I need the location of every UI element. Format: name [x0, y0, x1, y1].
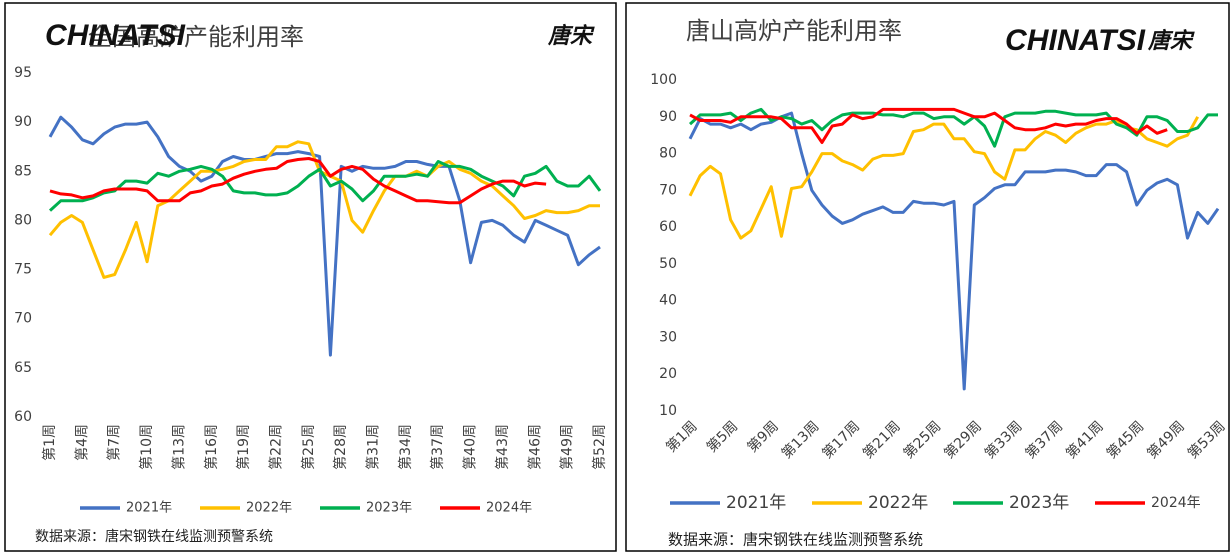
x-tick-label: 第28周 [332, 424, 349, 470]
series-line [689, 107, 1168, 144]
y-tick-label: 60 [659, 219, 677, 235]
logo: CHINATSI [45, 19, 186, 52]
x-tick-label: 第25周 [300, 424, 317, 470]
series-line [48, 140, 600, 279]
x-tick-label: 第22周 [267, 424, 284, 470]
x-tick-label: 第31周 [365, 424, 382, 470]
x-tick-label: 第37周 [429, 424, 446, 470]
series-line [48, 115, 601, 357]
source-note: 数据来源：唐宋钢铁在线监测预警系统 [35, 528, 273, 545]
chart-title: 全国高炉产能利用率 [88, 23, 304, 51]
x-tick-label: 第13周 [170, 424, 187, 470]
series-line [48, 160, 602, 212]
legend-label: 2021年 [126, 501, 172, 516]
legend-label: 2022年 [246, 501, 292, 516]
y-tick-label: 80 [659, 146, 677, 162]
y-tick-label: 30 [659, 329, 677, 345]
chart-title: 唐山高炉产能利用率 [686, 17, 902, 45]
x-tick-label: 第1周 [41, 424, 58, 461]
x-tick-label: 第4周 [73, 424, 90, 461]
y-tick-label: 90 [14, 114, 32, 130]
y-tick-label: 90 [659, 109, 677, 125]
x-tick-label: 第10周 [138, 424, 155, 470]
y-tick-label: 95 [14, 65, 32, 81]
x-tick-label: 第16周 [203, 424, 220, 470]
y-tick-label: 100 [650, 72, 677, 88]
y-tick-label: 40 [659, 293, 677, 309]
x-tick-label: 第34周 [397, 424, 414, 470]
legend-label: 2022年 [868, 493, 928, 513]
y-tick-label: 85 [14, 163, 32, 179]
y-tick-label: 70 [659, 182, 677, 198]
logo-cn: 唐宋 [547, 23, 595, 49]
y-tick-label: 10 [659, 403, 677, 419]
x-tick-label: 第49周 [559, 424, 576, 470]
source-note: 数据来源：唐宋钢铁在线监测预警系统 [668, 531, 923, 549]
x-tick-label: 第46周 [526, 424, 543, 470]
y-tick-label: 50 [659, 256, 677, 272]
x-tick-label: 第52周 [591, 424, 608, 470]
legend-label: 2021年 [726, 493, 786, 513]
y-tick-label: 60 [14, 409, 32, 425]
logo-cn: 唐宋 [1147, 28, 1195, 54]
y-tick-label: 75 [14, 262, 32, 278]
legend-label: 2024年 [486, 501, 532, 516]
legend-label: 2024年 [1151, 495, 1201, 511]
legend-label: 2023年 [1009, 493, 1069, 513]
x-tick-label: 第19周 [235, 424, 252, 470]
y-tick-label: 80 [14, 212, 32, 228]
y-tick-label: 20 [659, 366, 677, 382]
x-tick-label: 第43周 [494, 424, 511, 470]
y-tick-label: 70 [14, 311, 32, 327]
right-panel [625, 2, 1230, 552]
y-tick-label: 65 [14, 360, 32, 376]
x-tick-label: 第40周 [462, 424, 479, 470]
x-tick-label: 第7周 [106, 424, 123, 461]
legend-label: 2023年 [366, 501, 412, 516]
logo: CHINATSI [1005, 24, 1146, 57]
series-line [49, 157, 547, 205]
